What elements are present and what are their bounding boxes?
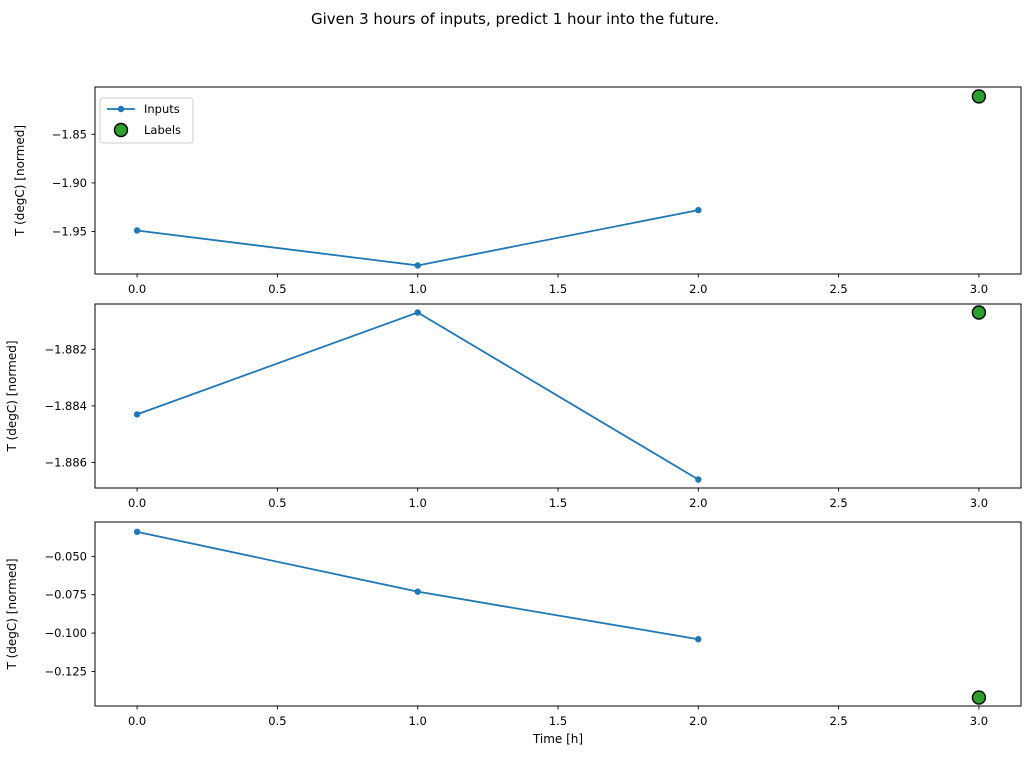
legend-labels-marker (113, 122, 129, 138)
y-tick-label: −0.125 (44, 664, 87, 678)
x-tick-label: 0.0 (128, 496, 146, 510)
x-tick-label: 0.0 (128, 714, 146, 728)
labels-point (971, 690, 987, 705)
inputs-marker (133, 528, 141, 536)
inputs-marker (414, 262, 421, 269)
inputs-marker (695, 476, 702, 483)
labels-point (971, 89, 987, 104)
y-tick-label: −1.886 (44, 456, 87, 470)
x-tick-label: 2.5 (829, 714, 847, 728)
y-tick-label: −1.882 (44, 342, 87, 356)
subplot-2: 0.0 0.5 1.0 1.5 2.0 2.5 3.0 −1.882 −1.884 −1.886 T… (5, 303, 1022, 510)
x-tick-label: 0.5 (268, 282, 286, 296)
x-tick-label: 2.0 (689, 714, 707, 728)
y-tick-label: −0.075 (44, 588, 87, 602)
x-tick-label: 3.0 (970, 496, 988, 510)
x-tick-label: 0.0 (128, 282, 146, 296)
legend-labels-label: Labels (144, 123, 181, 137)
figure-title: Given 3 hours of inputs, predict 1 hour … (310, 10, 720, 28)
inputs-marker (133, 411, 141, 418)
x-tick-label: 1.5 (549, 282, 567, 296)
x-tick-label: 2.0 (689, 282, 707, 296)
legend: Inputs Labels (99, 97, 194, 144)
inputs-marker (133, 227, 141, 234)
axes-frame (94, 521, 1022, 707)
y-axis-label: T (degC) [normed] (5, 340, 19, 452)
x-tick-label: 2.0 (689, 496, 707, 510)
x-tick-label: 0.5 (268, 496, 286, 510)
y-tick-label: −1.85 (52, 127, 87, 141)
x-axis-label: Time [h] (532, 732, 583, 746)
inputs-marker (414, 309, 421, 316)
axes-frame (94, 86, 1022, 275)
subplot-3: 0.0 0.5 1.0 1.5 2.0 2.5 3.0 −0.050 −0.075 −0.100 −… (5, 521, 1022, 746)
x-tick-label: 3.0 (970, 714, 988, 728)
y-axis-label: T (degC) [normed] (5, 558, 19, 670)
x-tick-label: 3.0 (970, 282, 988, 296)
x-tick-label: 1.5 (549, 496, 567, 510)
y-tick-label: −1.95 (52, 224, 87, 238)
legend-inputs-label: Inputs (144, 102, 180, 116)
x-tick-label: 1.0 (409, 496, 427, 510)
labels-point (971, 305, 987, 320)
x-tick-label: 2.5 (829, 496, 847, 510)
inputs-marker (695, 206, 702, 214)
x-tick-label: 1.5 (549, 714, 567, 728)
y-tick-label: −1.884 (44, 399, 87, 413)
x-tick-label: 0.5 (268, 714, 286, 728)
inputs-marker (414, 588, 421, 595)
inputs-line (136, 209, 700, 267)
y-tick-label: −0.050 (44, 549, 87, 563)
inputs-line (136, 311, 700, 481)
subplot-1: 0.0 0.5 1.0 1.5 2.0 2.5 3.0 −1.85 −1.90 −1.95 T (d… (13, 86, 1022, 296)
y-tick-label: −0.100 (44, 626, 87, 640)
y-axis-label: T (degC) [normed] (13, 125, 27, 237)
x-tick-label: 1.0 (409, 282, 427, 296)
legend-inputs-marker (117, 105, 125, 113)
inputs-marker (695, 636, 702, 643)
x-tick-label: 2.5 (829, 282, 847, 296)
y-tick-label: −1.90 (52, 176, 87, 190)
x-tick-label: 1.0 (409, 714, 427, 728)
inputs-line (136, 530, 700, 641)
